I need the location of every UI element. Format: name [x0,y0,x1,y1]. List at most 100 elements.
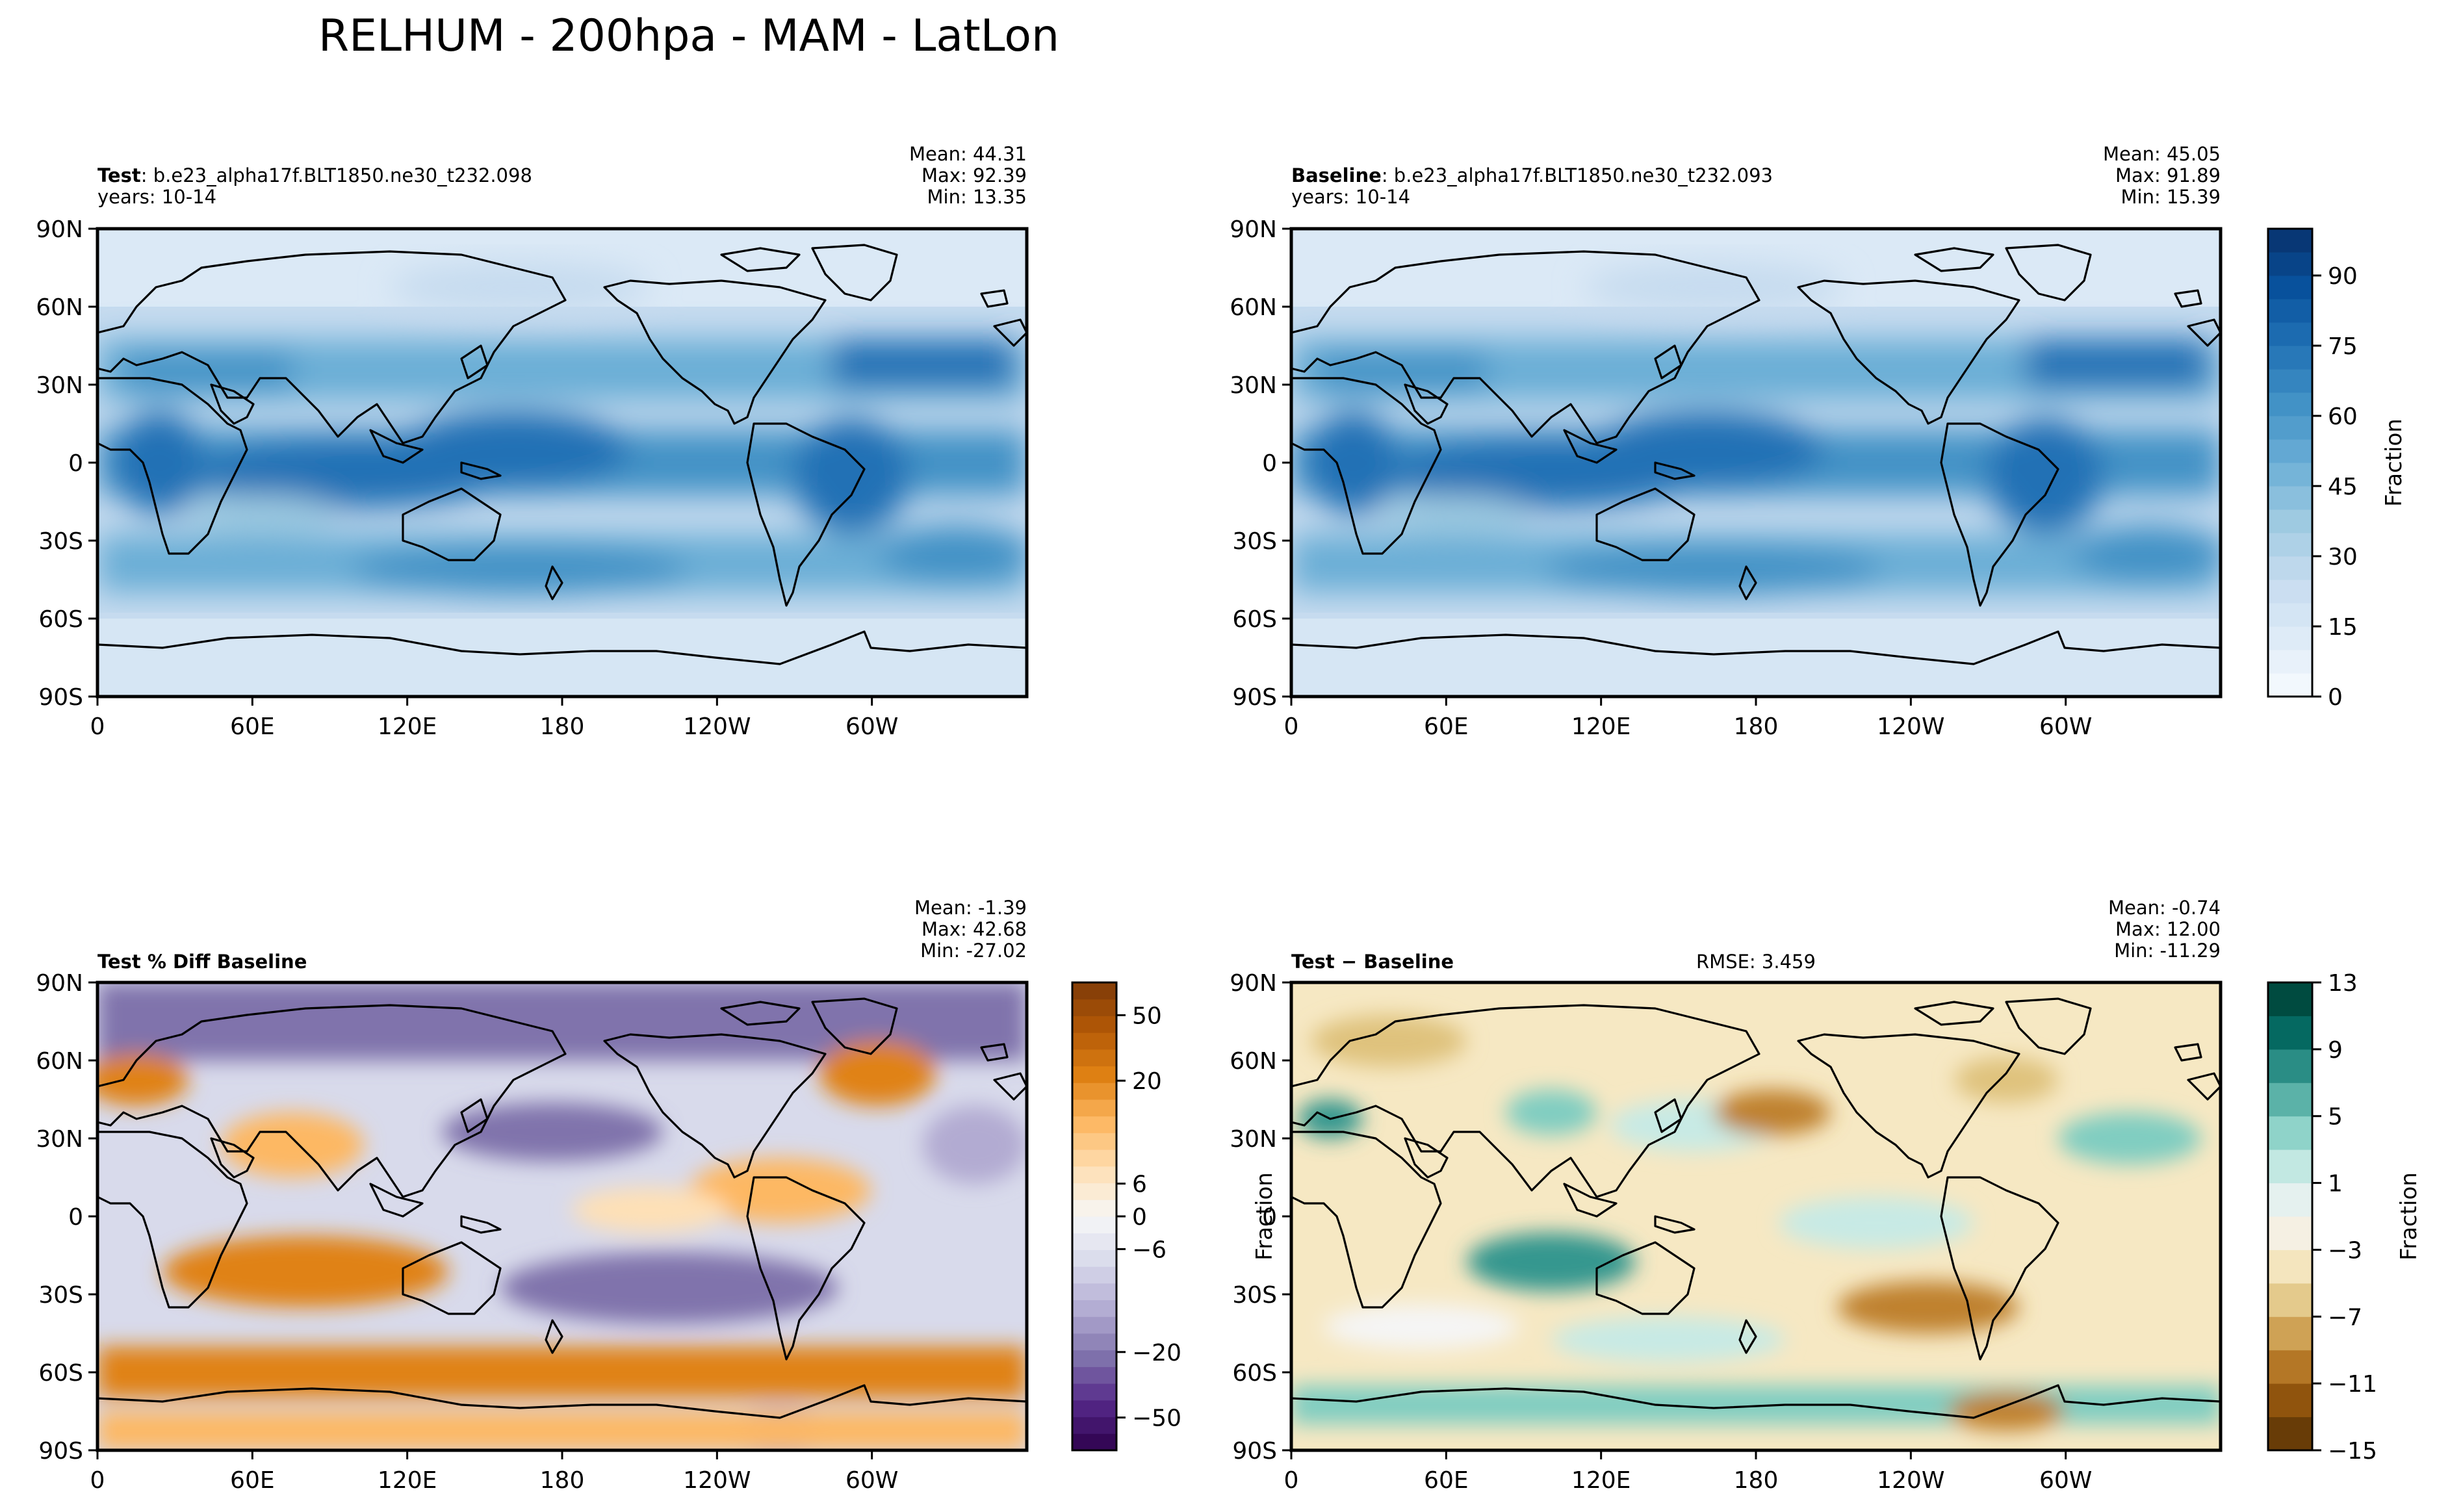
colorbar-tick-label: 90 [2328,263,2358,290]
colorbar-swatch [1072,1316,1116,1334]
panel-diff-map [1291,982,2221,1450]
lon-tick-label: 120W [1877,1467,1944,1494]
figure-title: RELHUM - 200hpa - MAM - LatLon [318,10,1059,62]
colorbar-swatch [1072,1383,1116,1401]
lat-tick-label: 30S [38,1282,83,1309]
lon-tick-label: 120E [1571,713,1631,740]
panel-baseline-stats-max: Max: 91.89 [2115,164,2221,186]
lat-tick-label: 0 [68,1204,83,1231]
panel-test-label-rest: : b.e23_alpha17f.BLT1850.ne30_t232.098 [141,164,532,186]
lat-tick-label: 30N [36,372,83,399]
colorbar-pct-ticks: −50 −20 −6 0 6 20 50 [1116,1003,1181,1432]
colorbar-tick-label: 60 [2328,404,2358,430]
colorbar-swatch [1072,999,1116,1016]
colorbar-swatch [1072,1350,1116,1367]
colorbar-swatch [1072,1300,1116,1317]
lat-tick-label: 0 [1262,450,1277,477]
colorbar-pct-swatches [1072,982,1116,1451]
panel-diff-rmse: RMSE: 3.459 [1696,951,1816,973]
colorbar-swatch [2268,486,2312,510]
lat-tick-label: 0 [68,450,83,477]
lon-tick-label: 60W [2039,1467,2092,1494]
panel-baseline-label-rest: : b.e23_alpha17f.BLT1850.ne30_t232.093 [1382,164,1773,186]
colorbar-swatch [2268,1149,2312,1184]
panel-test: Mean: 44.31 Max: 92.39 Min: 13.35 Test: … [36,143,1029,740]
lat-tick-label: 90N [36,970,83,997]
lat-tick-label: 30S [1232,1282,1277,1309]
panel-diff-lat-axis: 90N 60N 30N 0 30S 60S 90S [1230,970,1291,1465]
colorbar-main: 0 15 30 45 60 75 90 Fraction [2267,227,2407,711]
panel-baseline-label: Baseline: b.e23_alpha17f.BLT1850.ne30_t2… [1291,164,1773,186]
lat-tick-label: 90S [1232,1438,1277,1465]
lon-tick-label: 0 [90,713,105,740]
lat-tick-label: 90S [1232,684,1277,711]
colorbar-swatch [1072,1066,1116,1083]
panel-diff-stats-max: Max: 12.00 [2115,918,2221,940]
lat-tick-label: 60N [1230,294,1277,321]
lon-tick-label: 0 [1284,713,1299,740]
lon-tick-label: 60E [230,1467,275,1494]
lon-tick-label: 60E [230,713,275,740]
colorbar-swatch [1072,1116,1116,1133]
lon-tick-label: 60W [2039,713,2092,740]
colorbar-swatch [1072,1249,1116,1267]
colorbar-swatch [1072,1016,1116,1033]
panel-diff-stats-min: Min: -11.29 [2114,940,2221,962]
lat-tick-label: 60N [36,1048,83,1075]
colorbar-diff: −15 −11 −7 −3 1 5 9 13 Fraction [2267,970,2422,1465]
colorbar-main-label: Fraction [2381,418,2407,507]
colorbar-tick-label: −20 [1132,1340,1181,1366]
lon-tick-label: 120W [1877,713,1944,740]
colorbar-swatch [1072,1032,1116,1050]
lat-tick-label: 90N [1230,970,1277,997]
lat-tick-label: 30N [1230,372,1277,399]
colorbar-swatch [2268,1083,2312,1117]
lon-tick-label: 180 [1734,713,1779,740]
lon-tick-label: 60E [1424,1467,1469,1494]
colorbar-swatch [2268,439,2312,463]
panel-pctdiff-stats-min: Min: -27.02 [920,940,1027,962]
colorbar-swatch [2268,1249,2312,1284]
colorbar-swatch [1072,1099,1116,1117]
lon-tick-label: 180 [1734,1467,1779,1494]
colorbar-swatch [1072,1199,1116,1217]
colorbar-swatch [2268,1016,2312,1050]
colorbar-swatch [1072,1333,1116,1351]
colorbar-tick-label: −50 [1132,1405,1181,1432]
colorbar-swatch [2268,673,2312,697]
panel-baseline-label-bold: Baseline [1291,164,1382,186]
panel-pctdiff-lon-axis: 0 60E 120E 180 120W 60W [90,1450,898,1494]
lat-tick-label: 30S [38,528,83,555]
colorbar-swatch [2268,1116,2312,1150]
panel-test-stats-mean: Mean: 44.31 [909,143,1027,165]
lat-tick-label: 90S [38,1438,83,1465]
lon-tick-label: 120E [1571,1467,1631,1494]
colorbar-swatch [2268,650,2312,674]
colorbar-swatch [2268,1049,2312,1083]
panel-baseline-map [1291,229,2221,697]
lat-tick-label: 30N [36,1126,83,1153]
colorbar-swatch [2268,346,2312,370]
lat-tick-label: 30N [1230,1126,1277,1153]
colorbar-swatch [1072,1400,1116,1418]
lat-tick-label: 60S [1232,606,1277,633]
colorbar-tick-label: 50 [1132,1003,1162,1029]
panel-baseline-lat-axis: 90N 60N 30N 0 30S 60S 90S [1230,216,1291,711]
panel-baseline: Mean: 45.05 Max: 91.89 Min: 15.39 Baseli… [1230,143,2223,740]
colorbar-tick-label: 13 [2328,970,2358,997]
lat-tick-label: 0 [1262,1204,1277,1231]
colorbar-swatch [2268,299,2312,323]
lat-tick-label: 90N [36,216,83,243]
colorbar-tick-label: 30 [2328,544,2358,570]
colorbar-swatch [2268,1316,2312,1351]
colorbar-swatch [2268,982,2312,1016]
colorbar-pct: −50 −20 −6 0 6 20 50 [1071,981,1181,1452]
colorbar-swatch [2268,1416,2312,1451]
colorbar-swatch [1072,1416,1116,1434]
colorbar-swatch [2268,252,2312,276]
colorbar-swatch [2268,556,2312,580]
colorbar-swatch [1072,1149,1116,1167]
panel-baseline-stats-mean: Mean: 45.05 [2103,143,2221,165]
colorbar-tick-label: 45 [2328,474,2358,500]
panel-diff-lon-axis: 0 60E 120E 180 120W 60W [1284,1450,2092,1494]
